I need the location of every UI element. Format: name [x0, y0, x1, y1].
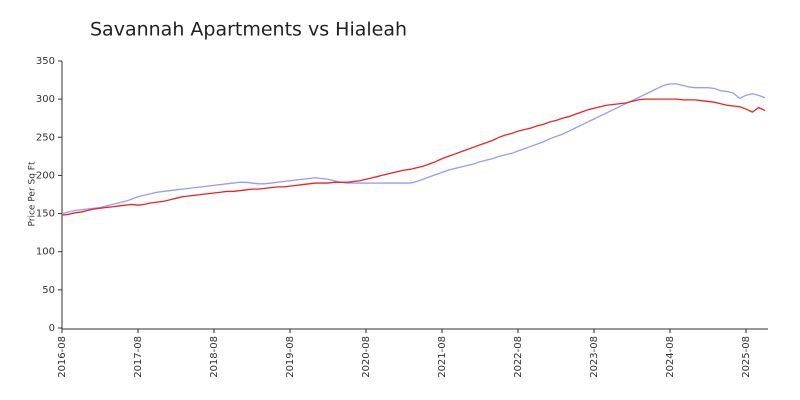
- x-tick-label: 2022-08: [513, 336, 524, 378]
- x-tick-label: 2018-08: [209, 336, 220, 378]
- series-line: [61, 83, 766, 215]
- y-tick-label: 150: [36, 209, 55, 220]
- y-tick-label: 350: [36, 56, 55, 67]
- x-tick-label: 2025-08: [741, 336, 752, 378]
- x-tick-label: 2017-08: [133, 336, 144, 378]
- x-tick-label: 2023-08: [589, 336, 600, 378]
- series-line: [61, 98, 766, 216]
- x-tick-label: 2020-08: [361, 336, 372, 378]
- x-tick-label: 2024-08: [665, 336, 676, 378]
- x-tick-label: 2019-08: [285, 336, 296, 378]
- y-axis-label: Price Per Sq Ft: [28, 161, 38, 226]
- y-tick-label: 250: [36, 132, 55, 143]
- x-tick-label: 2021-08: [437, 336, 448, 378]
- y-tick-label: 0: [49, 323, 55, 334]
- y-tick-label: 200: [36, 170, 55, 181]
- y-tick-label: 100: [36, 247, 55, 258]
- y-tick-label: 50: [42, 285, 55, 296]
- y-tick-label: 300: [36, 94, 55, 105]
- x-tick-label: 2016-08: [57, 336, 68, 378]
- chart-title: Savannah Apartments vs Hialeah: [90, 19, 407, 41]
